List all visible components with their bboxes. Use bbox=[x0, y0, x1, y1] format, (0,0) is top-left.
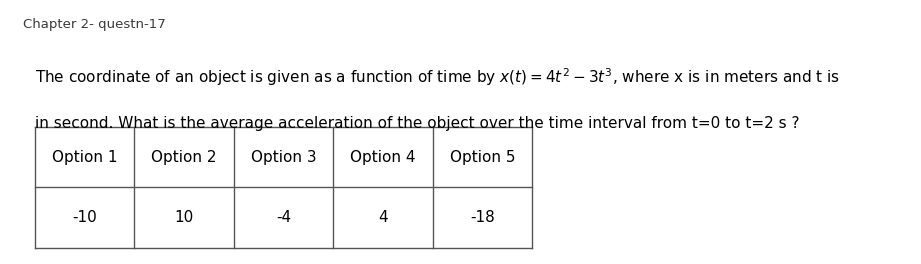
Text: in second. What is the average acceleration of the object over the time interval: in second. What is the average accelerat… bbox=[35, 116, 799, 131]
Text: -18: -18 bbox=[471, 210, 495, 225]
Text: Option 3: Option 3 bbox=[251, 150, 317, 164]
Text: -4: -4 bbox=[276, 210, 291, 225]
Text: Option 4: Option 4 bbox=[350, 150, 416, 164]
Text: 4: 4 bbox=[379, 210, 388, 225]
Text: -10: -10 bbox=[73, 210, 97, 225]
Text: Chapter 2- questn-17: Chapter 2- questn-17 bbox=[23, 18, 166, 31]
Text: Option 2: Option 2 bbox=[151, 150, 217, 164]
Text: Option 1: Option 1 bbox=[52, 150, 118, 164]
Text: Option 5: Option 5 bbox=[449, 150, 516, 164]
Text: The coordinate of an object is given as a function of time by $x(t) = 4t^2 - 3t^: The coordinate of an object is given as … bbox=[35, 66, 840, 88]
Text: 10: 10 bbox=[175, 210, 193, 225]
